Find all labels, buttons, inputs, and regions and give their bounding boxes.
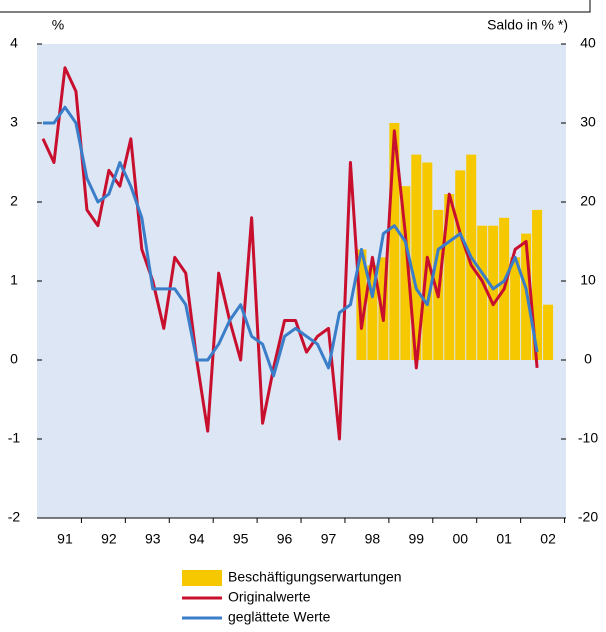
y2-tick-label: 20 [580,193,596,209]
x-tick-label: 92 [101,531,117,547]
bar [411,154,422,360]
line [41,66,539,441]
y2-tick-label: -20 [578,509,598,525]
y-tick-label: 3 [10,114,18,130]
bar [477,225,488,360]
frame [0,0,591,13]
x-tick-label: 99 [409,531,425,547]
y2-tick-label: 10 [580,272,596,288]
y-tick-label: -2 [8,509,21,525]
x-tick-label: 95 [233,531,249,547]
x-tick-label: 96 [277,531,293,547]
x-tick-label: 02 [540,531,556,547]
y-tick-label: 0 [10,351,18,367]
bar [400,186,411,360]
legend-label: Originalwerte [228,589,311,605]
legend-label: Beschäftigungserwartungen [228,569,402,585]
bar [543,304,554,360]
x-tick-label: 93 [145,531,161,547]
bar [488,225,499,360]
y2-tick-label: 30 [580,114,596,130]
x-tick-label: 00 [452,531,468,547]
legend-swatch [182,570,222,586]
bar [510,257,521,360]
bar [356,249,367,360]
y-tick-label: 4 [10,35,18,51]
bar [367,265,378,360]
y2-tick-label: 40 [580,35,596,51]
x-tick-label: 01 [496,531,512,547]
y-axis-label: % [52,17,64,33]
legend-label: geglättete Werte [228,609,331,625]
y-tick-label: 1 [10,272,18,288]
bar [532,209,543,360]
bar [389,123,400,360]
y-tick-label: -1 [8,430,21,446]
x-tick-label: 91 [57,531,73,547]
x-tick-label: 97 [321,531,337,547]
y-tick-label: 2 [10,193,18,209]
y2-tick-label: -10 [578,430,598,446]
bar [455,170,466,360]
x-tick-label: 98 [365,531,381,547]
y2-axis-label: Saldo in % *) [487,17,568,33]
x-tick-label: 94 [189,531,205,547]
bar [444,194,455,360]
line [43,105,539,378]
y2-tick-label: 0 [584,351,592,367]
